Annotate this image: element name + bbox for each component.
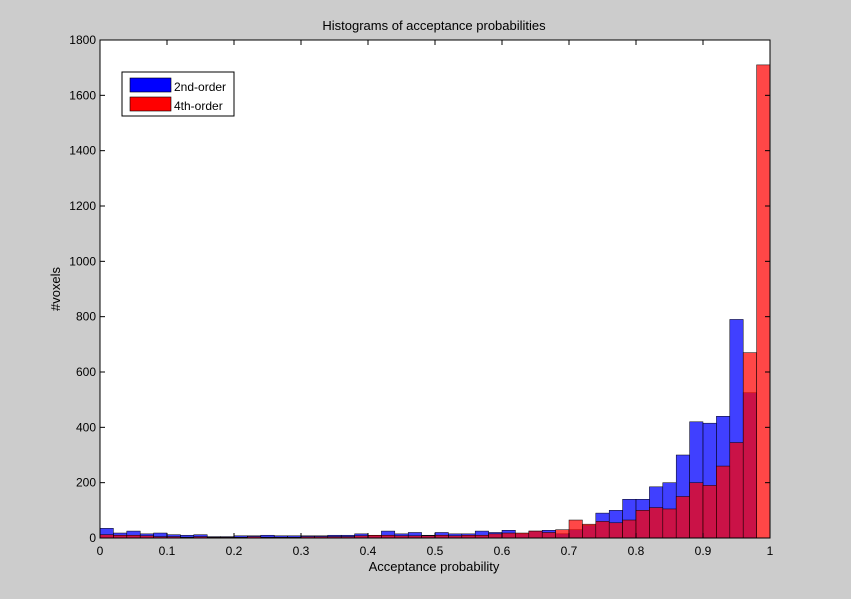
y-tick-label: 1800 xyxy=(69,33,96,47)
bar-4th-order xyxy=(635,510,650,539)
bar-4th-order xyxy=(742,352,757,539)
legend-label-2nd-order: 2nd-order xyxy=(174,80,226,94)
y-tick-label: 1600 xyxy=(69,88,96,102)
bar-4th-order xyxy=(675,496,690,539)
bar-4th-order xyxy=(528,530,543,539)
legend-swatch-2nd-order xyxy=(129,77,172,93)
bar-4th-order xyxy=(716,465,731,539)
bar-4th-order xyxy=(702,485,717,539)
x-tick-label: 0 xyxy=(97,544,104,558)
legend: 2nd-order 4th-order xyxy=(121,71,235,117)
plot-area xyxy=(100,40,770,538)
y-tick-label: 400 xyxy=(76,420,96,434)
bar-4th-order xyxy=(595,521,610,539)
bars-layer xyxy=(99,64,771,539)
y-axis-label: #voxels xyxy=(48,266,63,311)
bar-4th-order xyxy=(568,519,583,539)
bar-4th-order xyxy=(689,482,704,539)
bar-4th-order xyxy=(541,532,556,539)
legend-swatch-4th-order xyxy=(129,96,172,112)
bar-4th-order xyxy=(756,64,771,539)
y-tick-label: 600 xyxy=(76,365,96,379)
x-axis-label: Acceptance probability xyxy=(369,559,500,574)
bar-4th-order xyxy=(622,519,637,539)
bar-4th-order xyxy=(555,529,570,539)
x-tick-label: 0.7 xyxy=(561,544,578,558)
x-tick-label: 0.9 xyxy=(695,544,712,558)
chart-title: Histograms of acceptance probabilities xyxy=(322,18,546,33)
y-tick-label: 0 xyxy=(89,531,96,545)
x-tick-label: 0.2 xyxy=(226,544,243,558)
bar-4th-order xyxy=(501,532,516,539)
x-tick-label: 0.5 xyxy=(427,544,444,558)
bar-4th-order xyxy=(662,508,677,539)
y-tick-label: 1400 xyxy=(69,144,96,158)
x-tick-label: 0.6 xyxy=(494,544,511,558)
bar-4th-order xyxy=(608,522,623,539)
x-tick-label: 1 xyxy=(767,544,774,558)
y-tick-label: 1200 xyxy=(69,199,96,213)
x-tick-label: 0.1 xyxy=(159,544,176,558)
x-tick-label: 0.4 xyxy=(360,544,377,558)
y-tick-label: 800 xyxy=(76,310,96,324)
bar-4th-order xyxy=(649,507,664,539)
ticks-layer: 0 0.1 0.2 0.3 0.4 0.5 0.6 0.7 0.8 0.9 1 0 200 400 600 8… xyxy=(69,33,773,558)
y-tick-label: 1000 xyxy=(69,254,96,268)
bar-4th-order xyxy=(729,442,744,539)
x-tick-label: 0.3 xyxy=(293,544,310,558)
y-tick-label: 200 xyxy=(76,476,96,490)
x-tick-label: 0.8 xyxy=(628,544,645,558)
bar-4th-order xyxy=(582,523,597,539)
legend-label-4th-order: 4th-order xyxy=(174,99,223,113)
bar-4th-order xyxy=(515,532,530,539)
bar-4th-order xyxy=(488,533,503,539)
